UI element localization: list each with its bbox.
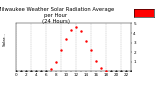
Text: Solar...: Solar... [3, 32, 7, 46]
Text: Milwaukee Weather Solar Radiation Average
per Hour
(24 Hours): Milwaukee Weather Solar Radiation Averag… [0, 7, 115, 24]
